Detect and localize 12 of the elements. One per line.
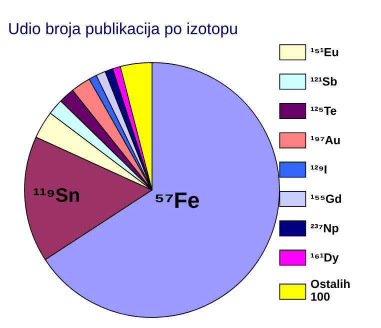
legend-label: ¹²¹Sb (310, 76, 337, 86)
chart-title: Udio broja publikacija po izotopu (9, 22, 237, 38)
legend-label: ¹⁵⁵Gd (310, 194, 342, 203)
legend-label: Ostalih 100 (310, 279, 350, 301)
legend-label: ²³⁷Np (310, 224, 338, 235)
legend-label: ¹⁵¹Eu (310, 48, 338, 56)
legend-label: ¹⁹⁷Au (310, 136, 340, 144)
legend-label: ¹²⁵Te (310, 106, 336, 115)
legend-label: ¹⁶¹Dy (310, 253, 339, 264)
text: ¹¹⁹Sn (34, 188, 79, 202)
text: ⁵⁷Fe (155, 192, 199, 208)
legend-label: ¹²⁹I (310, 165, 326, 174)
